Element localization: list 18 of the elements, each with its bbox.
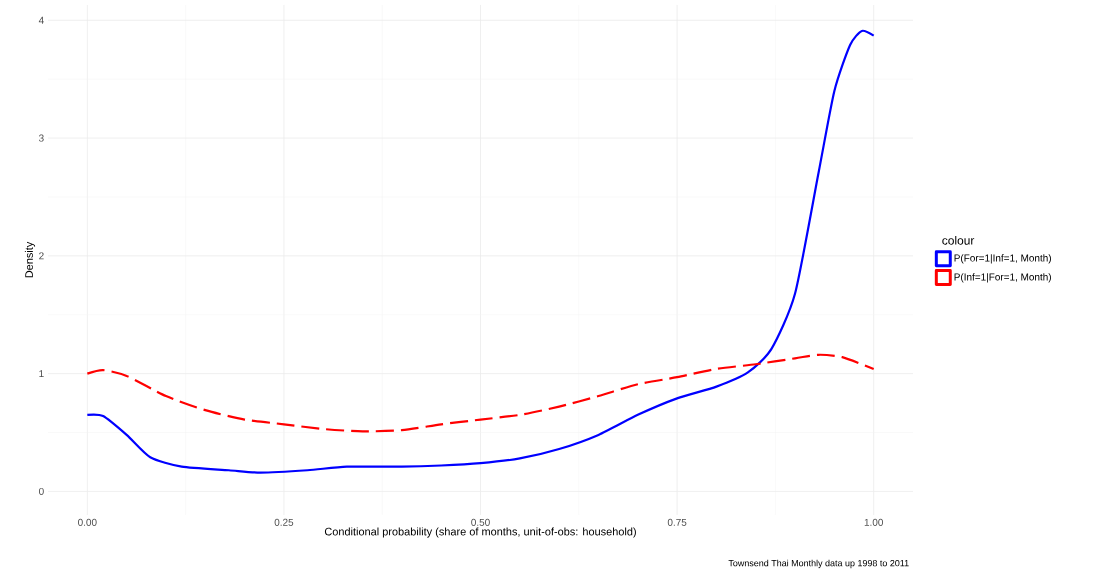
y-tick-label: 1 [39,370,44,378]
line-series [86,353,875,433]
y-tick-label: 4 [38,16,44,24]
y-tick-label: 0 [39,487,44,495]
text: Townsend Thai Monthly data up 1998 to 2011 [728,559,909,569]
x-tick-label: 0.75 [667,518,687,526]
x-tick-label: 0.25 [274,518,294,526]
x-tick-label: 0.00 [78,518,97,526]
x-tick-label: 0.50 [471,518,490,526]
legend-label: P(For=1|Inf=1, Month) [954,254,1051,264]
y-tick-label: 2 [39,252,44,260]
legend-label: P(Inf=1|For=1, Month) [954,273,1051,283]
y-axis-title: Density [24,241,36,278]
legend-title: colour [942,235,975,245]
y-tick-label: 3 [38,134,44,142]
line-series [86,29,875,474]
x-tick-label: 1.00 [864,518,883,526]
x-axis-title: Conditional probability (share of months, unit-of-obs: household) [324,527,636,538]
